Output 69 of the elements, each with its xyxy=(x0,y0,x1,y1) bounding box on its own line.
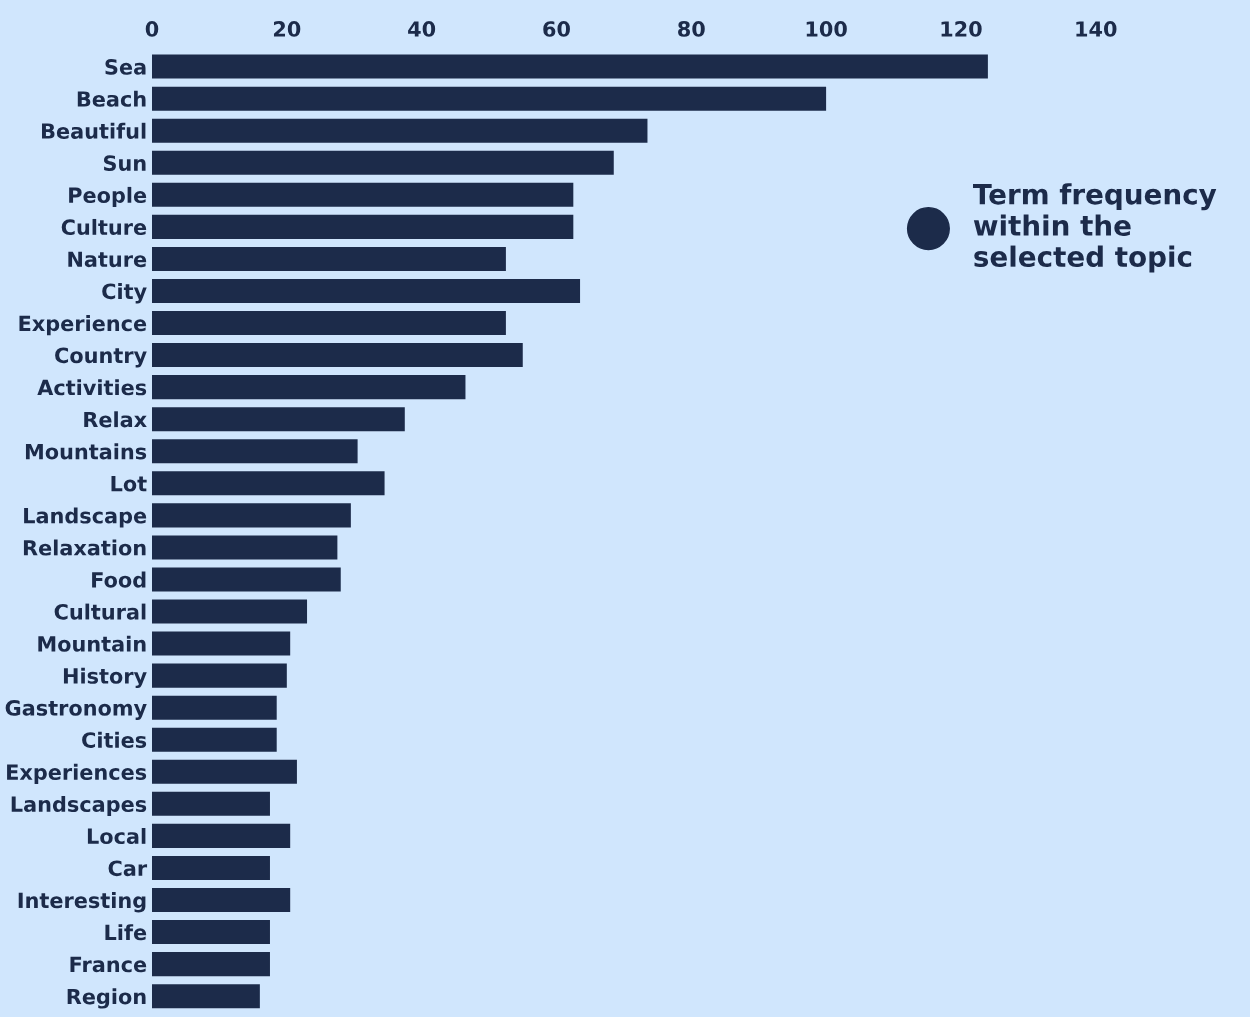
bar xyxy=(152,278,581,303)
y-tick-label: Beach xyxy=(77,90,146,107)
bar xyxy=(152,86,827,111)
y-tick-label: Sun xyxy=(103,155,146,171)
bar xyxy=(152,567,341,592)
bar xyxy=(152,343,523,368)
bar xyxy=(152,375,466,400)
y-tick-label: Local xyxy=(87,827,146,845)
y-tick-label: Nature xyxy=(68,251,147,268)
legend-label: Term frequency within the selected topic xyxy=(973,183,1217,273)
y-tick-label: Mountain xyxy=(38,635,146,652)
y-tick-label: Culture xyxy=(61,218,147,236)
x-tick-label: 40 xyxy=(408,21,436,37)
y-tick-label: Region xyxy=(67,988,146,1009)
bar xyxy=(152,663,287,688)
y-tick-label: Activities xyxy=(37,379,147,396)
y-tick-label: Sea xyxy=(105,59,146,75)
x-tick-label: 20 xyxy=(273,21,301,37)
bar xyxy=(152,311,506,336)
y-tick-label: Experiences xyxy=(7,763,147,785)
bar xyxy=(152,823,291,848)
bar xyxy=(152,471,385,496)
y-tick-label: Landscape xyxy=(24,507,147,528)
bar xyxy=(152,439,358,464)
bar xyxy=(152,791,270,816)
bar xyxy=(152,759,297,784)
bar xyxy=(152,631,291,656)
y-tick-label: Cities xyxy=(82,731,147,748)
y-tick-label: Food xyxy=(92,571,146,588)
bar xyxy=(152,150,614,175)
y-tick-label: Cultural xyxy=(54,603,146,620)
x-tick-label: 100 xyxy=(806,21,847,37)
bar xyxy=(152,118,648,143)
x-tick-label: 0 xyxy=(145,21,159,37)
y-tick-label: Car xyxy=(108,860,148,877)
y-tick-label: City xyxy=(102,283,147,304)
bar xyxy=(152,695,277,720)
x-tick-label: 120 xyxy=(941,21,982,37)
x-tick-label: 140 xyxy=(1076,21,1117,37)
bar xyxy=(152,182,574,207)
bar xyxy=(152,407,405,432)
bar xyxy=(152,855,270,880)
bar xyxy=(152,887,291,913)
y-tick-label: Relaxation xyxy=(23,539,146,556)
bar xyxy=(152,727,277,752)
bar xyxy=(152,952,270,977)
bar xyxy=(152,599,308,624)
y-tick-label: Landscapes xyxy=(11,795,147,817)
bar xyxy=(152,214,574,239)
y-tick-label: Experience xyxy=(19,315,147,336)
y-tick-label: Life xyxy=(105,924,147,941)
y-tick-label: Interesting xyxy=(18,892,146,913)
bar xyxy=(152,920,270,945)
bar xyxy=(152,246,506,271)
y-tick-label: Gastronomy xyxy=(5,700,147,721)
y-tick-label: Beautiful xyxy=(42,122,146,139)
bar xyxy=(152,503,351,528)
y-tick-label: Lot xyxy=(111,476,147,492)
x-tick-label: 80 xyxy=(678,21,705,37)
y-tick-label: History xyxy=(63,667,147,689)
y-tick-label: Country xyxy=(55,347,147,368)
y-tick-label: Relax xyxy=(84,411,147,428)
bar xyxy=(152,984,260,1009)
bar xyxy=(152,535,338,560)
bar xyxy=(152,54,988,79)
y-tick-label: People xyxy=(69,186,147,208)
y-tick-label: Mountains xyxy=(25,443,147,460)
x-tick-label: 60 xyxy=(543,21,570,37)
y-tick-label: France xyxy=(70,956,147,973)
